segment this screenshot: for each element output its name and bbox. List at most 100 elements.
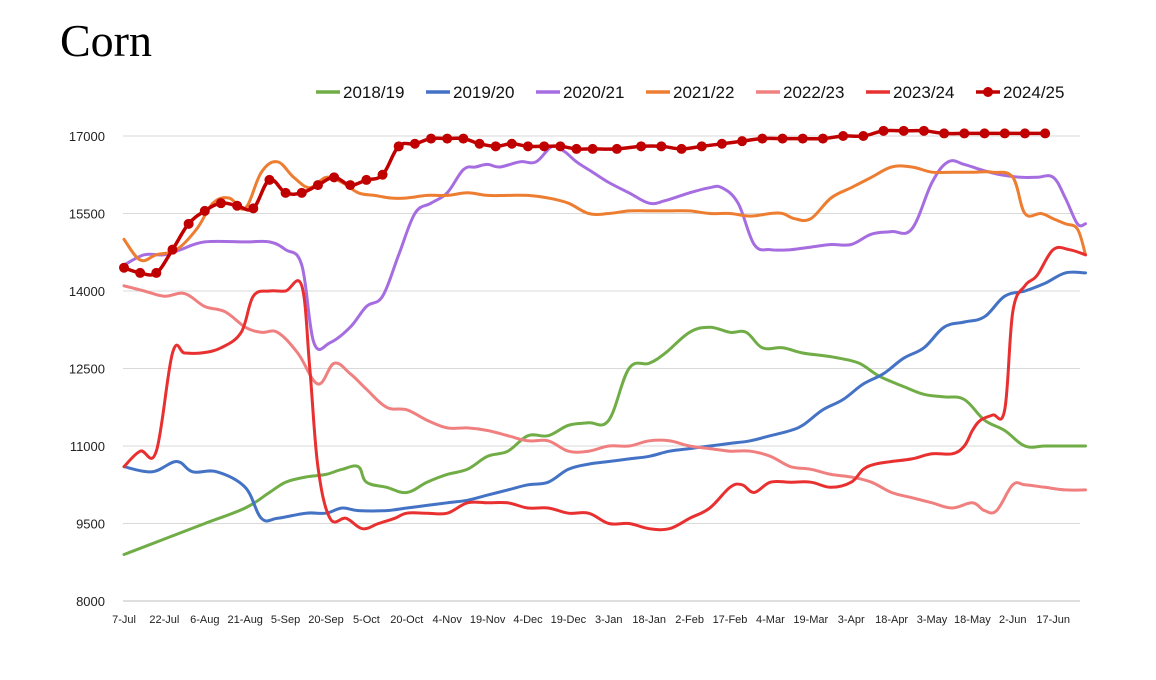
x-tick-label: 3-Jan [595,614,623,626]
x-tick-label: 5-Oct [353,614,380,626]
data-point-2024-25 [506,138,517,149]
data-point-2024-25 [757,133,768,144]
data-point-2024-25 [571,143,582,154]
x-tick-label: 19-Dec [551,614,587,626]
data-point-2024-25 [1019,128,1030,139]
data-point-2024-25 [587,143,598,154]
data-point-2024-25 [426,133,437,144]
y-tick-label: 17000 [69,129,105,144]
data-point-2024-25 [939,128,950,139]
x-tick-label: 17-Jun [1036,614,1070,626]
data-point-2024-25 [999,128,1010,139]
data-point-2024-25 [167,244,178,255]
data-point-2024-25 [280,187,291,198]
x-tick-label: 5-Sep [271,614,300,626]
y-tick-label: 9500 [76,517,105,532]
x-tick-label: 2-Feb [675,614,704,626]
data-point-2024-25 [490,141,501,152]
series-line-2018-19 [122,325,1087,556]
data-point-2024-25 [656,141,667,152]
legend-label: 2022/23 [783,83,844,102]
data-point-2024-25 [611,143,622,154]
legend-label: 2018/19 [343,83,404,102]
x-tick-label: 21-Aug [227,614,262,626]
data-point-2024-25 [474,138,485,149]
data-point-2024-25 [393,141,404,152]
x-tick-label: 3-May [917,614,948,626]
data-point-2024-25 [523,141,533,152]
x-tick-label: 19-Nov [470,614,506,626]
data-point-2024-25 [878,125,889,136]
data-point-2024-25 [361,174,372,185]
data-point-2024-25 [296,187,307,198]
series-line-2019-20 [122,270,1087,523]
series-line-2022-23 [122,284,1087,515]
data-point-2024-25 [442,133,453,144]
legend-label: 2024/25 [1003,83,1064,102]
series-lines [119,125,1087,556]
x-tick-label: 18-Jan [632,614,666,626]
series-line-2021-22 [122,160,1087,263]
data-point-2024-25 [151,267,162,278]
data-point-2024-25 [312,180,323,191]
x-tick-label: 3-Apr [838,614,865,626]
data-point-2024-25 [737,136,748,147]
data-point-2024-25 [409,138,420,149]
data-point-2024-25 [539,141,550,152]
x-tick-label: 20-Oct [390,614,423,626]
data-point-2024-25 [636,141,647,152]
data-point-2024-25 [817,133,828,144]
legend-marker [983,87,993,97]
data-point-2024-25 [1040,128,1051,139]
chart-title: Corn [60,15,152,66]
data-point-2024-25 [555,141,566,152]
gridlines [123,135,1080,602]
data-point-2024-25 [377,169,388,180]
data-point-2024-25 [199,205,210,216]
x-tick-label: 2-Jun [999,614,1027,626]
x-tick-label: 7-Jul [112,614,136,626]
series-line-2023-24 [122,245,1087,532]
y-tick-label: 15500 [69,207,105,222]
data-point-2024-25 [979,128,990,139]
legend-label: 2021/22 [673,83,734,102]
data-point-2024-25 [858,131,869,141]
x-tick-label: 18-Apr [875,614,908,626]
y-tick-label: 8000 [76,594,105,609]
data-point-2024-25 [232,200,243,211]
legend: 2018/19 2019/20 2020/21 2021/22 2022/23 2023/… [316,83,1064,102]
x-tick-label: 19-Mar [793,614,828,626]
x-tick-label: 4-Mar [756,614,785,626]
y-tick-label: 14000 [69,284,105,299]
x-tick-label: 22-Jul [149,614,179,626]
y-axis-ticks: 8000 9500 11000 12500 14000 15500 17000 [69,129,105,609]
data-point-2024-25 [676,143,687,154]
data-point-2024-25 [329,172,340,183]
data-point-2024-25 [918,125,929,136]
x-tick-label: 20-Sep [308,614,343,626]
data-point-2024-25 [215,198,226,209]
data-point-2024-25 [135,267,146,278]
data-point-2024-25 [183,218,194,229]
series-line-2024-25 [122,128,1047,277]
data-point-2024-25 [716,138,727,149]
series-line-2020-21 [122,144,1087,351]
y-tick-label: 11000 [70,439,105,454]
data-point-2024-25 [345,180,356,191]
data-point-2024-25 [797,133,808,144]
data-point-2024-25 [458,133,469,144]
x-tick-label: 6-Aug [190,614,219,626]
data-point-2024-25 [248,203,259,214]
y-tick-label: 12500 [69,362,105,377]
data-point-2024-25 [959,128,970,139]
x-tick-label: 4-Dec [513,614,543,626]
x-axis-ticks: 7-Jul 22-Jul 6-Aug 21-Aug 5-Sep 20-Sep 5-Oct 20… [112,614,1070,626]
legend-label: 2019/20 [453,83,514,102]
x-tick-label: 4-Nov [433,614,463,626]
data-point-2024-25 [119,262,129,273]
legend-label: 2023/24 [893,83,954,102]
data-point-2024-25 [898,125,909,136]
x-tick-label: 18-May [954,614,991,626]
x-tick-label: 17-Feb [713,614,748,626]
